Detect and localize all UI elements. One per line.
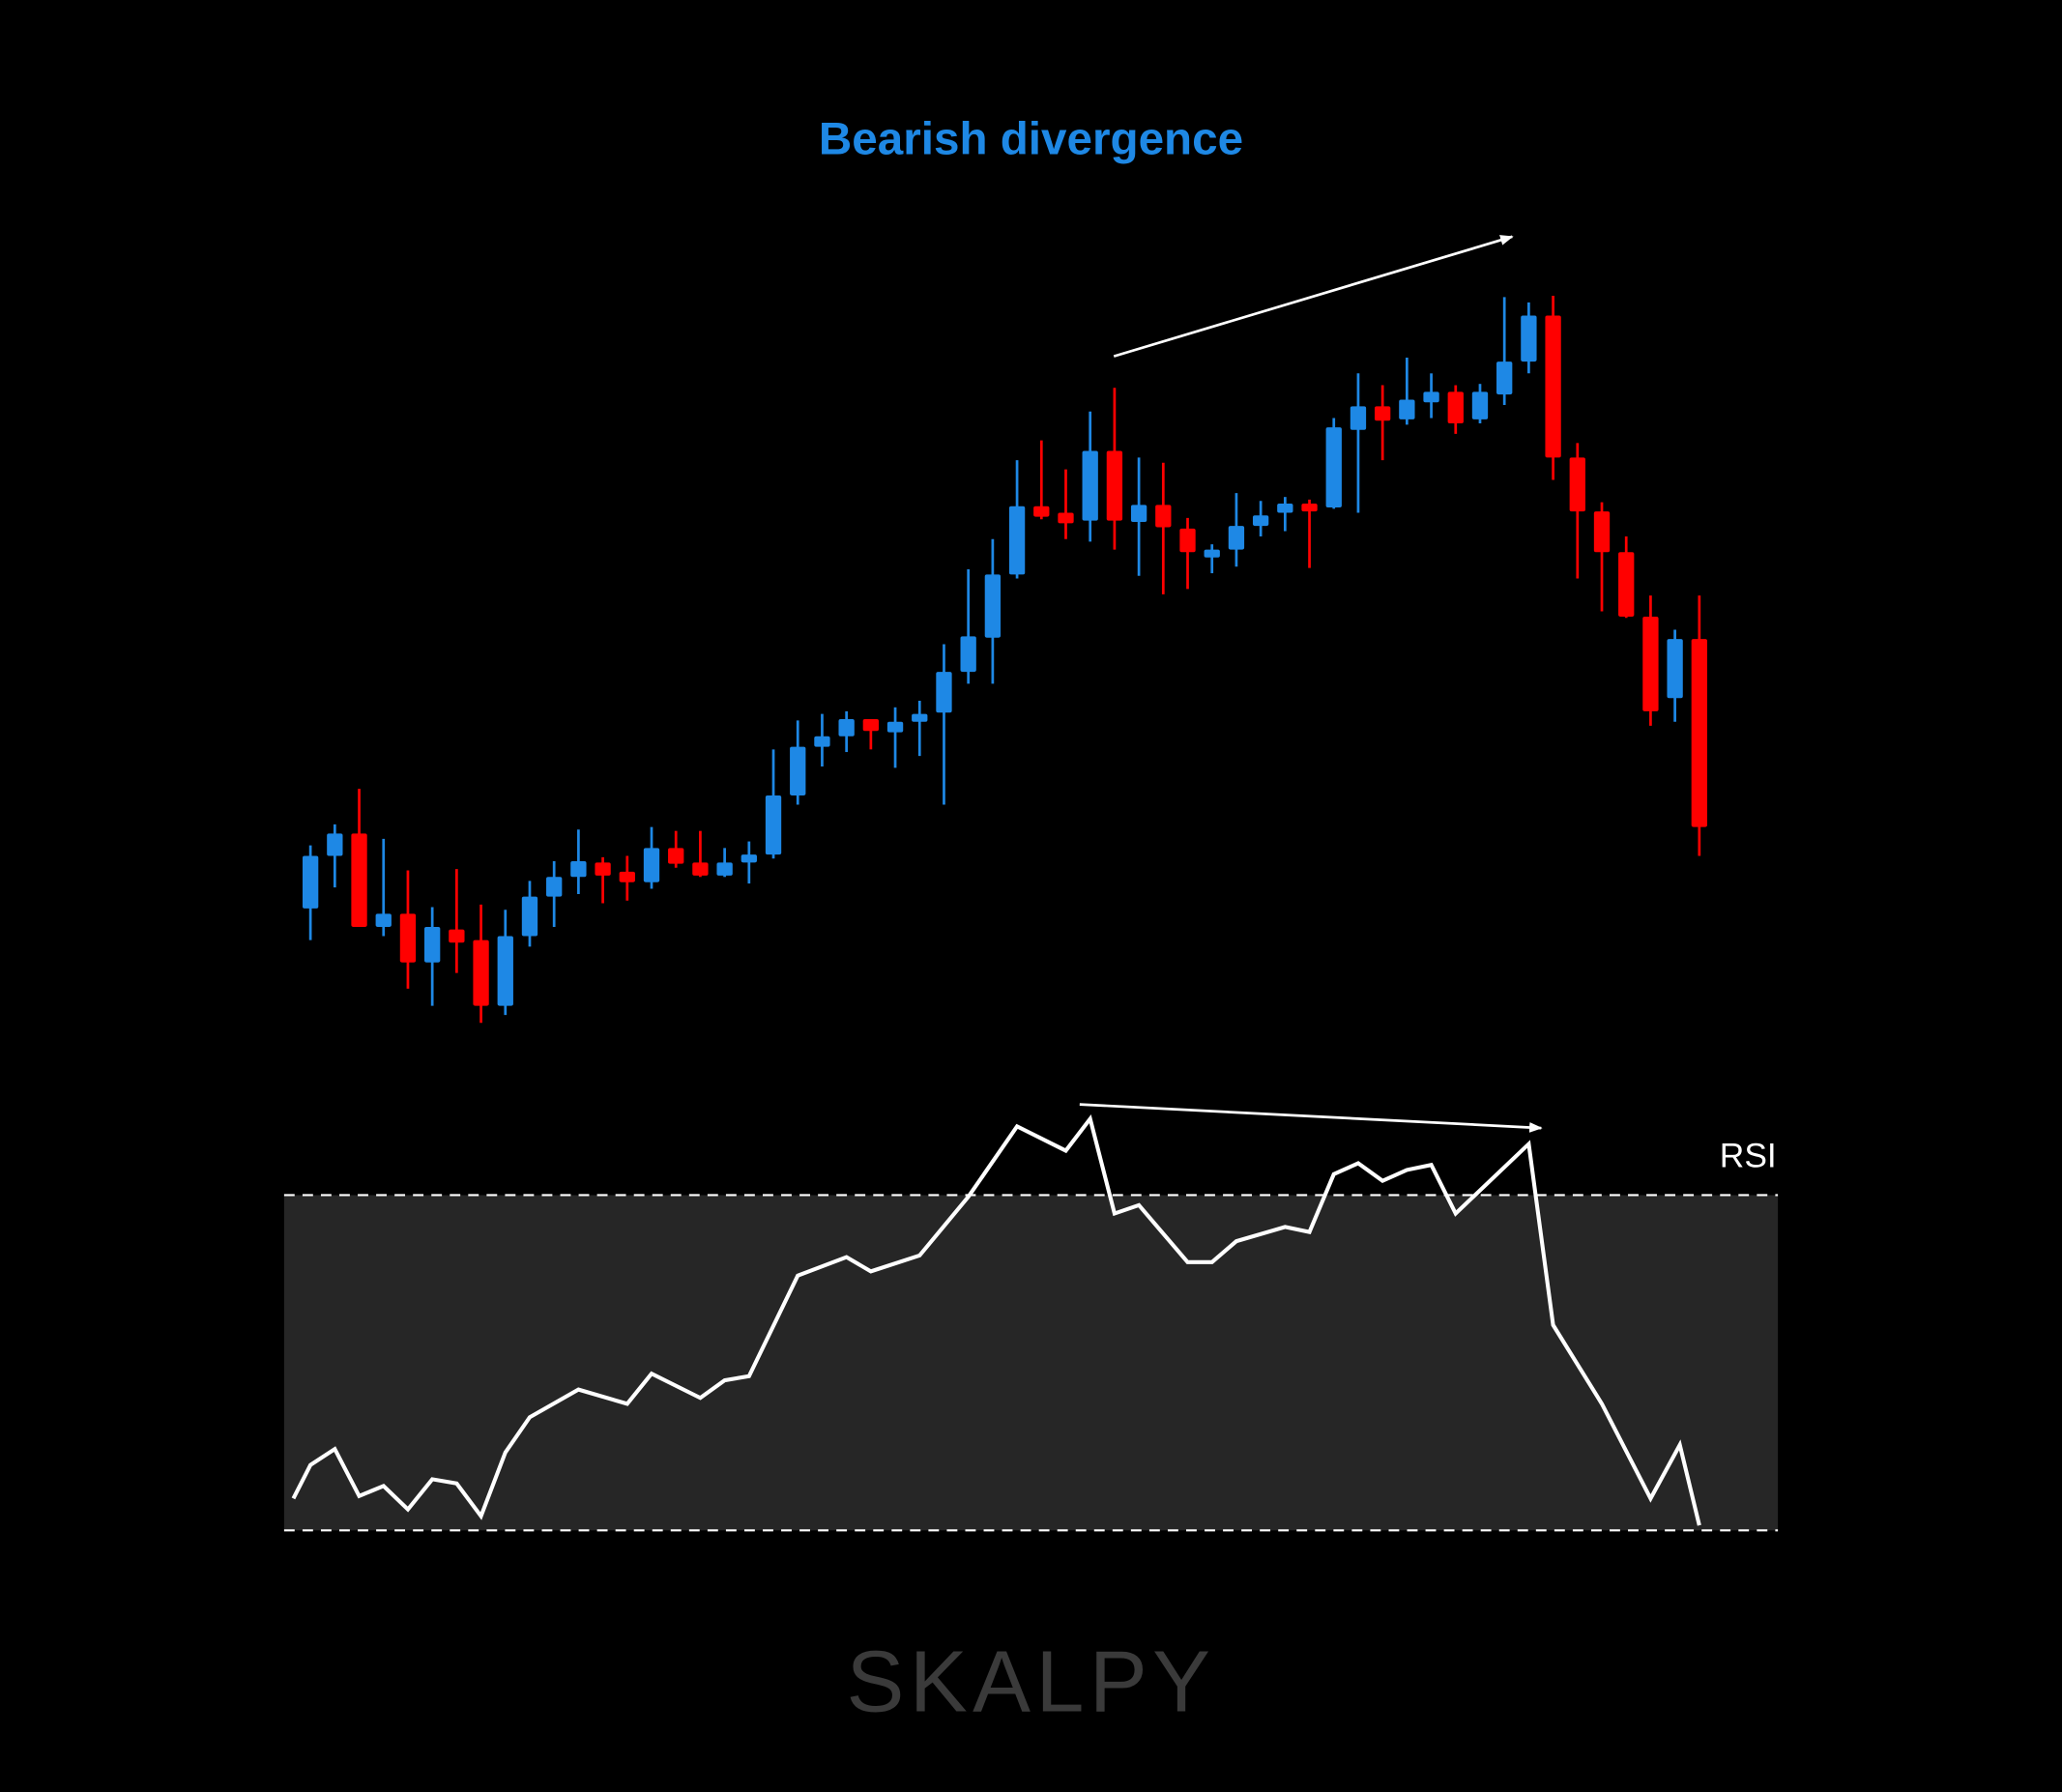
- divergence-arrow: [1113, 235, 1514, 358]
- candle-body: [619, 871, 635, 882]
- candle-body: [1521, 315, 1537, 362]
- candle-body: [1204, 549, 1220, 558]
- candle-body: [327, 833, 343, 856]
- candle-body: [1593, 511, 1611, 553]
- candle-body: [814, 736, 830, 747]
- candle-body: [1179, 528, 1196, 553]
- chart-title: Bearish divergence: [819, 113, 1243, 164]
- candle-body: [1423, 391, 1439, 403]
- candle-body: [1228, 526, 1245, 550]
- candle-body: [1008, 506, 1026, 575]
- candle-body: [960, 636, 976, 673]
- candle-body: [936, 672, 952, 713]
- candle-body: [765, 795, 782, 855]
- candle-body: [741, 854, 757, 863]
- candle-body: [1374, 406, 1391, 421]
- candle-body: [1106, 450, 1123, 521]
- marks: [291, 296, 1707, 1526]
- candle-body: [1691, 639, 1707, 827]
- candle-body: [546, 877, 563, 897]
- rsi-line: [291, 1113, 1701, 1526]
- candle-body: [1058, 512, 1074, 524]
- candle-body: [473, 939, 489, 1006]
- candle-body: [1667, 639, 1683, 699]
- candle-body: [1496, 361, 1513, 395]
- rsi-band: [283, 1195, 1779, 1531]
- candle-body: [423, 926, 441, 963]
- candle-body: [570, 860, 587, 878]
- candle-body: [668, 848, 684, 864]
- rsi-panel: [283, 1194, 1779, 1532]
- candle-body: [1301, 503, 1318, 512]
- candle-body: [375, 913, 392, 927]
- candle-body: [716, 862, 733, 876]
- candle-body: [643, 848, 660, 882]
- divergence-arrow: [1079, 1103, 1543, 1133]
- candle-body: [912, 713, 928, 722]
- candle-body: [1155, 505, 1172, 528]
- candle-body: [1447, 391, 1464, 423]
- candle-body: [521, 896, 538, 937]
- candle-body: [1252, 515, 1269, 527]
- candle-body: [497, 936, 513, 1006]
- candle-body: [886, 721, 904, 733]
- candle-body: [984, 574, 1002, 638]
- candle-body: [1569, 457, 1585, 512]
- candle-body: [399, 913, 417, 963]
- candle-body: [692, 862, 709, 876]
- candle-body: [302, 855, 319, 909]
- candle-body: [1325, 427, 1342, 508]
- candle-body: [595, 862, 611, 876]
- candle-body: [449, 929, 465, 943]
- candle-body: [1033, 506, 1050, 517]
- watermark: SKALPY: [847, 1633, 1216, 1730]
- candle-body: [1082, 450, 1098, 521]
- rsi-label: RSI: [1720, 1138, 1777, 1175]
- candle-body: [1618, 552, 1635, 617]
- candle-body: [1277, 503, 1293, 513]
- candle-body: [790, 746, 806, 795]
- candle-body: [1471, 391, 1489, 419]
- candle-body: [862, 719, 880, 732]
- candle-body: [1350, 406, 1367, 430]
- candle-body: [351, 833, 367, 927]
- candle-body: [1399, 399, 1415, 419]
- candle-body: [1642, 616, 1659, 711]
- candle-body: [1545, 315, 1561, 458]
- candle-body: [1130, 505, 1147, 523]
- candle-body: [838, 719, 855, 737]
